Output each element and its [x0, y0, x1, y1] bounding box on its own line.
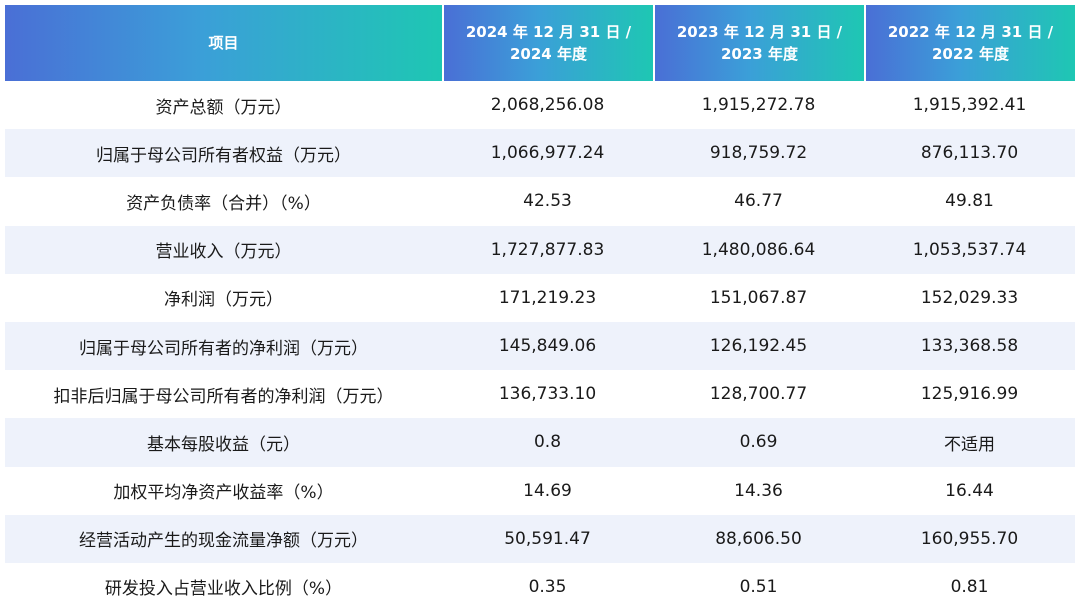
item-cell: 研发投入占营业收入比例（%）	[104, 579, 343, 600]
value-2024-cell: 1,727,877.83	[490, 239, 605, 260]
value-2024-cell: 0.35	[528, 576, 567, 597]
value-2023-cell: 128,700.77	[709, 384, 808, 405]
value-2022-cell: 1,053,537.74	[912, 239, 1027, 260]
header-2024-line2: 2024 年度	[510, 45, 587, 63]
item-cell: 净利润（万元）	[164, 290, 283, 311]
header-item-label: 项目	[208, 34, 239, 52]
item-cell: 资产总额（万元）	[155, 97, 292, 118]
value-2024-cell: 2,068,256.08	[490, 95, 605, 116]
value-2023-cell: 46.77	[734, 191, 783, 212]
item-cell: 加权平均净资产收益率（%）	[113, 483, 334, 504]
value-2024-cell: 1,066,977.24	[490, 143, 605, 164]
table-body: 资产总额（万元） 2,068,256.08 1,915,272.78 1,915…	[5, 81, 1075, 611]
item-cell: 归属于母公司所有者的净利润（万元）	[79, 338, 368, 359]
table-row: 加权平均净资产收益率（%） 14.69 14.36 16.44	[5, 467, 1075, 515]
value-2022-cell: 876,113.70	[920, 143, 1019, 164]
table-row: 扣非后归属于母公司所有者的净利润（万元） 136,733.10 128,700.…	[5, 370, 1075, 418]
value-2023-cell: 14.36	[734, 480, 783, 501]
item-cell: 扣非后归属于母公司所有者的净利润（万元）	[53, 386, 394, 407]
header-2023: 2023 年 12 月 31 日 / 2023 年度	[653, 5, 864, 81]
table-header-row: 项目 2024 年 12 月 31 日 / 2024 年度 2023 年 12 …	[5, 5, 1075, 81]
value-2022-cell: 152,029.33	[920, 287, 1019, 308]
table-row: 资产总额（万元） 2,068,256.08 1,915,272.78 1,915…	[5, 81, 1075, 129]
header-2024-line1: 2024 年 12 月 31 日 /	[465, 23, 632, 41]
value-2022-cell: 1,915,392.41	[912, 95, 1027, 116]
value-2024-cell: 171,219.23	[498, 287, 597, 308]
value-2022-cell: 不适用	[944, 434, 995, 455]
table-row: 归属于母公司所有者的净利润（万元） 145,849.06 126,192.45 …	[5, 321, 1075, 371]
value-2023-cell: 918,759.72	[709, 143, 808, 164]
value-2024-cell: 145,849.06	[498, 336, 597, 357]
value-2022-cell: 133,368.58	[920, 336, 1019, 357]
item-cell: 基本每股收益（元）	[147, 434, 300, 455]
header-2023-line1: 2023 年 12 月 31 日 /	[676, 23, 843, 41]
value-2023-cell: 151,067.87	[709, 287, 808, 308]
item-cell: 资产负债率（合并）（%）	[126, 193, 321, 214]
table-row: 资产负债率（合并）（%） 42.53 46.77 49.81	[5, 177, 1075, 225]
table-row: 研发投入占营业收入比例（%） 0.35 0.51 0.81	[5, 563, 1075, 611]
table-row: 基本每股收益（元） 0.8 0.69 不适用	[5, 418, 1075, 467]
value-2024-cell: 136,733.10	[498, 384, 597, 405]
table-row: 净利润（万元） 171,219.23 151,067.87 152,029.33	[5, 274, 1075, 322]
header-2023-line2: 2023 年度	[721, 45, 798, 63]
value-2023-cell: 0.51	[739, 576, 778, 597]
table-row: 经营活动产生的现金流量净额（万元） 50,591.47 88,606.50 16…	[5, 514, 1075, 563]
header-2022-line2: 2022 年度	[932, 45, 1009, 63]
item-cell: 归属于母公司所有者权益（万元）	[96, 145, 351, 166]
value-2023-cell: 126,192.45	[709, 336, 808, 357]
header-2022: 2022 年 12 月 31 日 / 2022 年度	[864, 5, 1075, 81]
table-row: 归属于母公司所有者权益（万元） 1,066,977.24 918,759.72 …	[5, 129, 1075, 178]
header-item: 项目	[5, 5, 442, 81]
value-2023-cell: 0.69	[739, 432, 778, 453]
value-2024-cell: 14.69	[523, 480, 572, 501]
value-2022-cell: 160,955.70	[920, 528, 1019, 549]
header-2024: 2024 年 12 月 31 日 / 2024 年度	[442, 5, 653, 81]
value-2024-cell: 42.53	[523, 191, 572, 212]
value-2022-cell: 49.81	[945, 191, 994, 212]
header-2022-line1: 2022 年 12 月 31 日 /	[887, 23, 1054, 41]
value-2022-cell: 0.81	[950, 576, 989, 597]
value-2024-cell: 50,591.47	[504, 528, 591, 549]
value-2022-cell: 125,916.99	[920, 384, 1019, 405]
value-2023-cell: 88,606.50	[715, 528, 802, 549]
item-cell: 营业收入（万元）	[155, 242, 292, 263]
financial-data-table: 项目 2024 年 12 月 31 日 / 2024 年度 2023 年 12 …	[5, 5, 1075, 611]
table-row: 营业收入（万元） 1,727,877.83 1,480,086.64 1,053…	[5, 225, 1075, 274]
value-2023-cell: 1,480,086.64	[701, 239, 816, 260]
value-2023-cell: 1,915,272.78	[701, 95, 816, 116]
value-2024-cell: 0.8	[533, 432, 562, 453]
item-cell: 经营活动产生的现金流量净额（万元）	[79, 531, 368, 552]
value-2022-cell: 16.44	[945, 480, 994, 501]
